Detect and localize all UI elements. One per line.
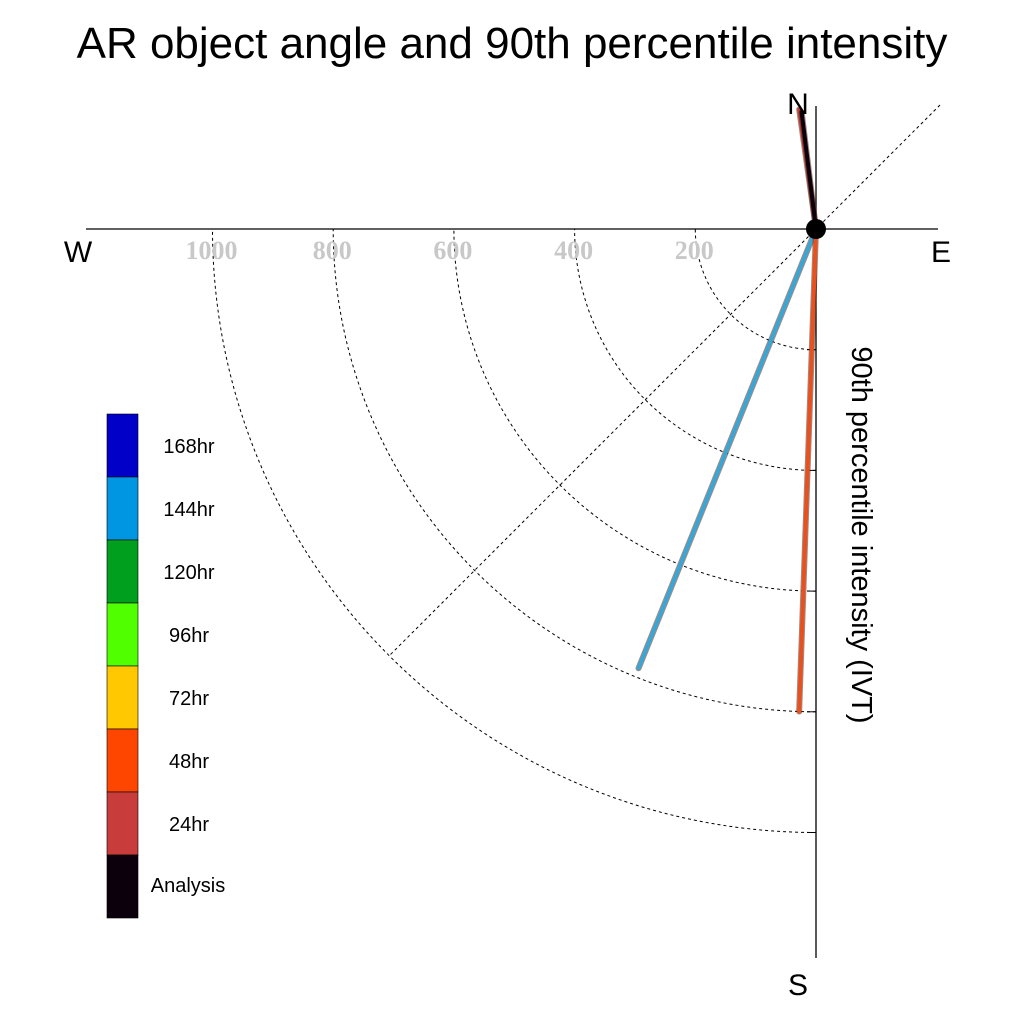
series-lines (635, 106, 819, 715)
series-line-analysis (799, 110, 818, 231)
radial-tick-label-400: 400 (554, 236, 593, 265)
compass-west: W (64, 236, 93, 269)
legend: 168hr 144hr 120hr 96hr 72hr 48hr 24hr Analysis (106, 413, 225, 919)
legend-swatch-24hr (106, 791, 139, 856)
legend-label-120hr: 120hr (163, 562, 214, 584)
grid-ring-200 (694, 228, 817, 351)
legend-swatch-72hr (106, 665, 139, 730)
legend-label-24hr: 24hr (169, 814, 209, 836)
chart-title: AR object angle and 90th percentile inte… (77, 19, 948, 68)
grid-ring-1000 (212, 228, 817, 833)
legend-label-144hr: 144hr (163, 499, 214, 521)
series-line-48hr (797, 227, 818, 714)
grid-ring-400 (574, 228, 817, 471)
radial-tick-labels: 200 400 600 800 1000 (186, 236, 714, 265)
legend-swatch-120hr (106, 539, 139, 604)
legend-label-96hr: 96hr (169, 625, 209, 647)
legend-label-168hr: 168hr (163, 436, 214, 458)
radial-tick-label-1000: 1000 (186, 236, 238, 265)
compass-north: N (787, 88, 809, 121)
origin-marker (806, 219, 826, 239)
legend-label-72hr: 72hr (169, 688, 209, 710)
legend-swatch-48hr (106, 728, 139, 793)
radial-tick-label-600: 600 (433, 236, 472, 265)
series-line-144hr (636, 227, 818, 671)
legend-swatch-144hr (106, 476, 139, 541)
compass-east: E (931, 236, 951, 269)
legend-swatch-96hr (106, 602, 139, 667)
legend-label-48hr: 48hr (169, 751, 209, 773)
legend-swatch-168hr (106, 413, 139, 478)
radial-tick-label-200: 200 (675, 236, 714, 265)
legend-swatch-analysis (106, 854, 139, 919)
radial-tick-label-800: 800 (313, 236, 352, 265)
grid-diagonal (388, 104, 941, 657)
legend-label-analysis: Analysis (151, 875, 225, 897)
radial-axis-title: 90th percentile intensity (IVT) (845, 346, 877, 723)
compass-south: S (788, 969, 808, 1002)
grid-ring-600 (453, 228, 817, 592)
grid-ring-800 (332, 228, 817, 713)
polar-grid (212, 104, 941, 833)
